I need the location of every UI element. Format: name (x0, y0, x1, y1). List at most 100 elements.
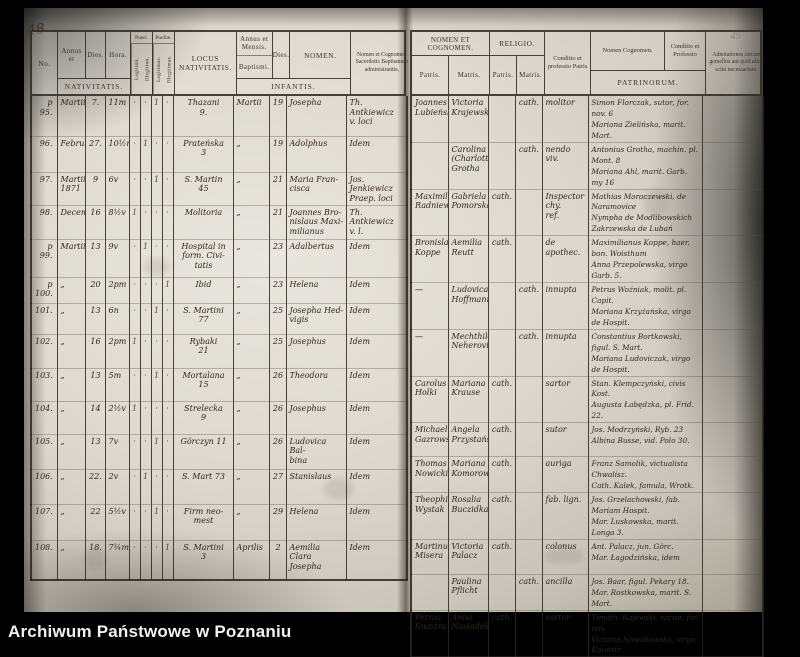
nativity-hour: 2pm (105, 277, 130, 304)
father-name: Joannes Lubieński (411, 96, 449, 143)
boys-illegitimate: · (140, 434, 152, 470)
father-name (411, 574, 449, 611)
entry-number: p 95. (31, 96, 58, 137)
baptism-month: „ (233, 334, 270, 369)
nativity-month: Martii (57, 239, 86, 278)
register-row: Michael Gazrowski Angela Przystańska cat… (411, 422, 763, 458)
baptism-month: „ (233, 469, 270, 505)
annotations (702, 142, 763, 190)
register-row: 102. „ 16 2pm 1 · · · Rybaki 21 „ 25 Jos… (31, 334, 407, 369)
register-row: 98. Decemb 16 8½v 1 · · · Molitoria „ 21… (31, 205, 407, 240)
col-group-religio: RELIGIO. Patris. Matris. (490, 32, 545, 94)
mother-name: Rosalia Buczidka (448, 492, 489, 540)
girls-illegitimate: · (162, 334, 174, 369)
mother-name: Mariana Krause (448, 376, 489, 424)
child-name: Joannes Bro- nislaus Maxi- milianus (286, 205, 347, 240)
girls-illegitimate: · (162, 96, 174, 137)
baptism-month: „ (233, 239, 270, 278)
baptism-month: „ (233, 504, 270, 541)
priest-name: Idem (346, 239, 407, 278)
col-religion-mother: Matris. (519, 71, 542, 79)
nativity-month: „ (57, 334, 86, 369)
col-hora: Hora. (109, 51, 127, 59)
religion-mother: cath. (515, 282, 543, 330)
col-godparent-profession: Conditio et Professio (670, 43, 700, 58)
priest-name: Idem (346, 136, 407, 173)
godparents: Jos. Grzelachowski, fab. Mariam Hospit. … (588, 492, 703, 540)
register-row: Carolina (Charlotte) Grotha cath. nendo … (411, 142, 763, 190)
nativity-month: „ (57, 504, 86, 541)
boys-legitimate: 1 (129, 401, 141, 435)
entry-number: 105. (31, 434, 58, 470)
religion-mother (515, 456, 543, 494)
boys-legitimate: · (129, 540, 141, 581)
entry-number: 108. (31, 540, 58, 581)
priest-name: Th. Antkiewicz v. l. (346, 205, 407, 240)
entry-number: p 99. (31, 239, 58, 278)
girls-legitimate: · (151, 239, 163, 278)
religion-father (488, 282, 516, 330)
girls-illegitimate: · (162, 205, 174, 240)
register-row: Petrus Snastra Anna Nasiadek cath. sarto… (411, 610, 763, 657)
nativity-day: 22. (85, 469, 106, 505)
baptism-month: Martii (233, 96, 270, 137)
religion-mother: cath. (515, 142, 543, 190)
nativity-month: „ (57, 540, 86, 581)
right-register-table: Joannes Lubieński Victoria Krajewska cat… (410, 96, 764, 657)
religion-mother (515, 235, 543, 283)
mother-name: Anna Nasiadek (448, 610, 489, 657)
mother-name: Mechthildis Neherovia (448, 329, 489, 377)
nativity-month: Martii 1871 (57, 172, 86, 206)
girls-illegitimate: · (162, 239, 174, 278)
mother-name: Angela Przystańska (448, 422, 489, 458)
col-mother: Matris. (457, 71, 481, 79)
band-nativitatis: NATIVITATIS. (58, 78, 130, 94)
godparents: Antonius Grotha, machin. pl. Mont. 8 Mar… (588, 142, 703, 190)
baptism-day: 25 (269, 303, 287, 335)
col-girls-illegitimate: Illegitimae. (165, 55, 172, 83)
mother-name: Ludovica Hoffmann (448, 282, 489, 330)
priest-name: Th. Antkiewicz v. loci (346, 96, 407, 137)
boys-legitimate: · (129, 303, 141, 335)
annotations (702, 376, 763, 424)
father-profession: Inspector chy. ref. (542, 189, 589, 237)
mother-name: Victoria Palacz (448, 539, 489, 575)
col-girls-legitimate: Legitimae. (153, 44, 164, 94)
child-name: Helena (286, 277, 347, 304)
mother-name: Mariana Komorowska (448, 456, 489, 494)
nativity-hour: 8½v (105, 205, 130, 240)
godparents: Franz Samolik, victualista Chwalisz. Cat… (588, 456, 703, 494)
nativity-hour: 6v (105, 172, 130, 206)
nativity-month: Decemb (57, 205, 86, 240)
birthplace: S. Martini 3 (173, 540, 234, 581)
boys-legitimate: · (129, 239, 141, 278)
religion-father (488, 142, 516, 190)
nativity-hour: 6n (105, 303, 130, 335)
girls-legitimate: · (151, 401, 163, 435)
col-boys-illegitimate: Illegitimi. (143, 56, 150, 82)
mother-name: Paulina Pflicht (448, 574, 489, 611)
boys-illegitimate: 1 (140, 469, 152, 505)
priest-name: Idem (346, 277, 407, 304)
document-scan[interactable]: 48 49 No. Annus et Dies. Hora. NATIVITAT… (24, 8, 764, 657)
nativity-day: 13 (85, 434, 106, 470)
col-group-patrinorum: Nomen Cognomen. Conditio et Professio PA… (591, 32, 706, 94)
religion-father: cath. (488, 456, 516, 494)
mother-name: Carolina (Charlotte) Grotha (448, 142, 489, 190)
religion-father: cath. (488, 610, 516, 657)
baptism-month: „ (233, 368, 270, 402)
annotations (702, 282, 763, 330)
nativity-day: 16 (85, 334, 106, 369)
register-row: p 99. Martii 13 9v · 1 · · Hospital in f… (31, 239, 407, 278)
col-locus-nativitatis: LOCUS NATIVITATIS. (179, 54, 232, 72)
register-row: 105. „ 13 7v · · 1 · Görczyn 11 „ 26 Lud… (31, 434, 407, 470)
godparents: Timoth. Rajewski, sartor, for. nov. Vict… (588, 610, 703, 657)
child-name: Josephus (286, 401, 347, 435)
col-annotations: Adnotationes circum gemellos aut quid al… (709, 52, 764, 73)
annotations (702, 329, 763, 377)
boys-legitimate: · (129, 469, 141, 505)
child-name: Theodora (286, 368, 347, 402)
annotations (702, 492, 763, 540)
register-row: Bronislaus Koppe Aemilia Reutt cath. de … (411, 235, 763, 283)
nativity-day: 9 (85, 172, 106, 206)
